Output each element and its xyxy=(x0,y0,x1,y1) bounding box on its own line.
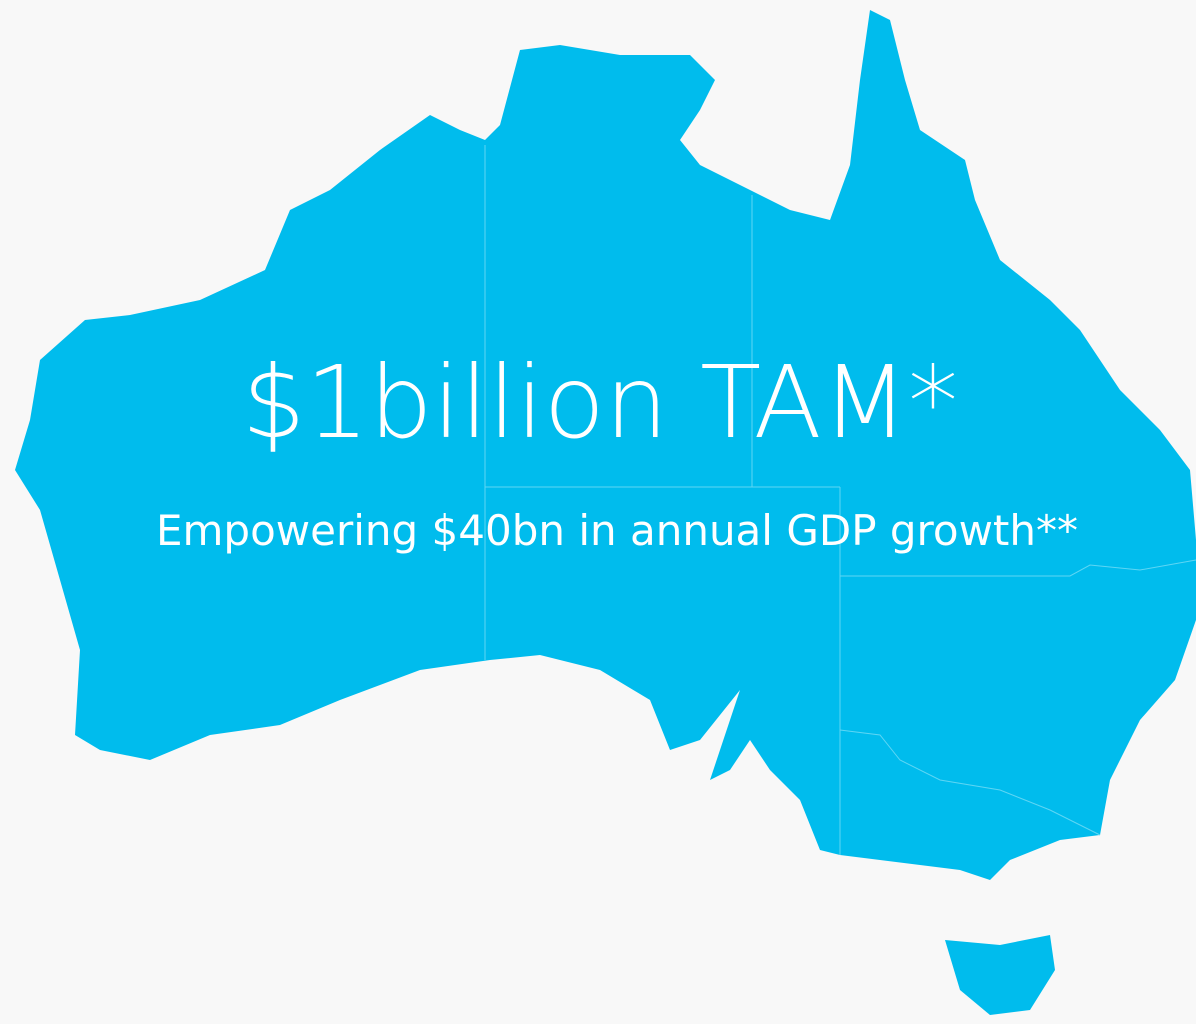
subheadline: Empowering $40bn in annual GDP growth** xyxy=(156,506,1078,555)
nsw-vic-border xyxy=(839,729,1101,836)
mainland xyxy=(15,10,1196,880)
tasmania xyxy=(945,935,1055,1015)
state-borders xyxy=(484,145,1196,855)
headline: $1billion TAM* xyxy=(242,344,958,461)
qld-nsw-border xyxy=(840,559,1196,577)
